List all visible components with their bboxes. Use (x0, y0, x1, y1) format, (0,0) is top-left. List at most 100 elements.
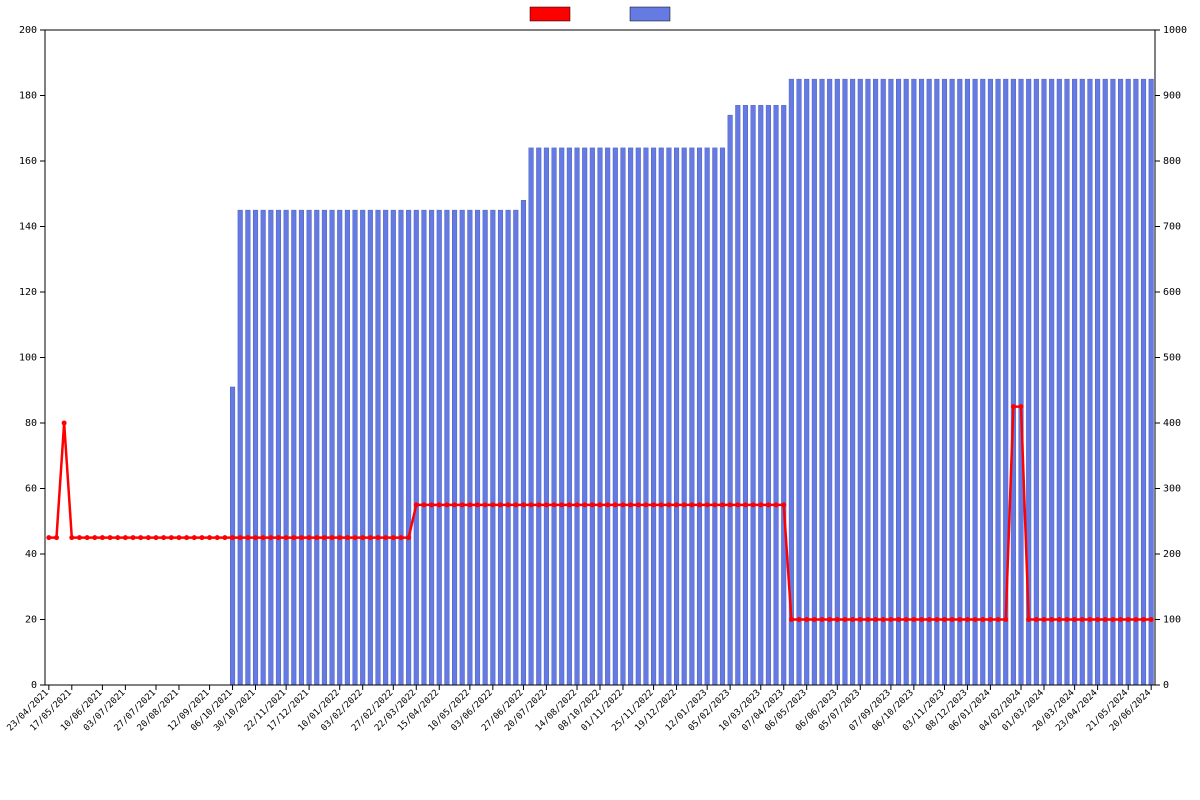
bar (491, 210, 496, 685)
bar (1088, 79, 1093, 685)
dual-axis-chart: 0204060801001201401601802000100200300400… (0, 0, 1200, 800)
line-marker (934, 617, 939, 622)
bar (429, 210, 434, 685)
line-marker (253, 535, 258, 540)
right-axis-tick-label: 300 (1163, 484, 1181, 495)
bar (475, 210, 480, 685)
bar (735, 105, 740, 685)
bar (957, 79, 962, 685)
bar (820, 79, 825, 685)
line-marker (781, 502, 786, 507)
bar (414, 210, 419, 685)
line-marker (1110, 617, 1115, 622)
left-axis-tick-label: 140 (19, 222, 37, 233)
bar (628, 148, 633, 685)
bar (812, 79, 817, 685)
bar (605, 148, 610, 685)
line-marker (957, 617, 962, 622)
line-marker (735, 502, 740, 507)
right-axis-tick-label: 400 (1163, 418, 1181, 429)
bar (705, 148, 710, 685)
bar (1111, 79, 1116, 685)
left-axis-tick-label: 40 (25, 549, 37, 560)
line-marker (1072, 617, 1077, 622)
line-marker (896, 617, 901, 622)
bar (575, 148, 580, 685)
bar (682, 148, 687, 685)
line-marker (169, 535, 174, 540)
bar (935, 79, 940, 685)
line-marker (322, 535, 327, 540)
line-marker (368, 535, 373, 540)
bar (529, 148, 534, 685)
bar (383, 210, 388, 685)
line-marker (1149, 617, 1154, 622)
bar (1072, 79, 1077, 685)
bar (291, 210, 296, 685)
right-axis-tick-label: 500 (1163, 353, 1181, 364)
line-marker (513, 502, 518, 507)
bar (1118, 79, 1123, 685)
left-axis-tick-label: 60 (25, 484, 37, 495)
line-marker (100, 535, 105, 540)
line-marker (911, 617, 916, 622)
line-marker (628, 502, 633, 507)
bar (521, 200, 526, 685)
bar (889, 79, 894, 685)
line-marker (314, 535, 319, 540)
line-marker (1034, 617, 1039, 622)
bar (498, 210, 503, 685)
bar (919, 79, 924, 685)
bar (345, 210, 350, 685)
left-axis-tick-label: 180 (19, 91, 37, 102)
line-marker (705, 502, 710, 507)
line-marker (444, 502, 449, 507)
line-marker (643, 502, 648, 507)
left-axis-tick-label: 200 (19, 25, 37, 36)
line-marker (850, 617, 855, 622)
line-marker (337, 535, 342, 540)
bar (866, 79, 871, 685)
line-marker (490, 502, 495, 507)
line-marker (276, 535, 281, 540)
bar (1126, 79, 1131, 685)
bar (1019, 79, 1024, 685)
line-marker (506, 502, 511, 507)
bar (644, 148, 649, 685)
bar (506, 210, 511, 685)
line-marker (222, 535, 227, 540)
bar (360, 210, 365, 685)
line-marker (919, 617, 924, 622)
line-marker (904, 617, 909, 622)
left-axis-tick-label: 120 (19, 287, 37, 298)
line-marker (620, 502, 625, 507)
line-marker (184, 535, 189, 540)
line-marker (1133, 617, 1138, 622)
line-marker (559, 502, 564, 507)
line-marker (873, 617, 878, 622)
bar (927, 79, 932, 685)
bar (728, 115, 733, 685)
line-marker (1019, 404, 1024, 409)
bar (858, 79, 863, 685)
line-marker (452, 502, 457, 507)
line-marker (582, 502, 587, 507)
line-marker (268, 535, 273, 540)
line-marker (1026, 617, 1031, 622)
bar (1141, 79, 1146, 685)
right-axis-tick-label: 700 (1163, 222, 1181, 233)
line-marker (965, 617, 970, 622)
line-marker (950, 617, 955, 622)
bar (850, 79, 855, 685)
bar (1011, 79, 1016, 685)
line-marker (115, 535, 120, 540)
bar (988, 79, 993, 685)
line-marker (881, 617, 886, 622)
bar (368, 210, 373, 685)
line-marker (1064, 617, 1069, 622)
bar (621, 148, 626, 685)
bar (973, 79, 978, 685)
line-marker (498, 502, 503, 507)
line-marker (299, 535, 304, 540)
right-axis-tick-label: 1000 (1163, 25, 1187, 36)
